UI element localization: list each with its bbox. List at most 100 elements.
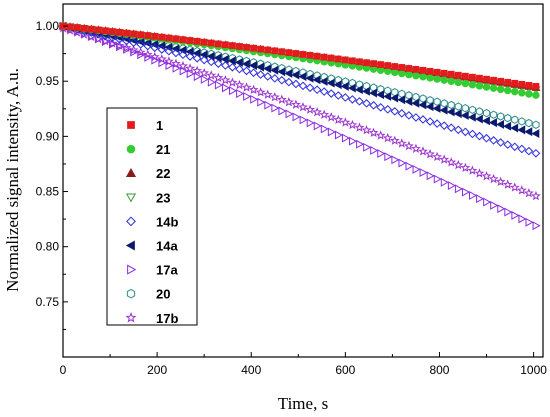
data-point [509,182,520,192]
data-point [298,81,308,91]
legend: 1 21 22 23 14b 14a 17a 20 17b [106,107,198,326]
data-point [250,94,259,104]
data-point [460,162,471,173]
data-point [334,55,342,63]
data-point [476,74,483,82]
x-tick-label: 400 [241,363,261,377]
data-point [525,217,534,227]
data-point [523,188,534,198]
data-point [510,142,520,152]
data-point [116,42,125,52]
data-point [496,119,505,129]
data-point [172,35,180,43]
legend-label-17a: 17a [156,263,178,278]
data-point [460,111,469,120]
data-point [518,80,526,88]
data-point [398,69,406,78]
data-point [214,40,222,48]
data-point [517,125,526,135]
data-point [489,110,498,119]
data-point [320,53,328,61]
data-point [404,97,413,106]
data-point [516,185,527,195]
data-point [326,112,337,122]
data-point [502,179,513,189]
data-point [454,184,463,194]
data-point [504,113,512,123]
data-point [426,171,435,181]
legend-label-17b: 17b [156,311,178,326]
data-point [262,89,273,99]
y-tick-label: 1.00 [36,19,60,33]
data-point [497,204,506,214]
data-point [531,129,540,138]
data-point [326,89,336,98]
data-point [497,77,505,85]
data-point [453,159,464,170]
data-point [277,75,287,85]
data-point [376,90,385,100]
data-point [461,127,470,137]
data-point [475,82,484,90]
data-point [278,48,286,56]
data-point [235,64,244,74]
data-point [185,52,195,61]
data-point [476,194,485,204]
data-point [236,89,245,99]
data-point [468,105,477,114]
data-point [391,68,399,77]
data-point [432,119,442,128]
y-tick-label: 0.95 [36,74,60,88]
data-point [454,78,463,87]
data-point [433,68,441,76]
data-point [369,101,378,110]
data-point [412,65,420,73]
data-point [306,51,314,59]
data-point [213,59,223,68]
data-point [398,64,406,71]
x-tick-label: 0 [60,363,67,377]
data-point [368,127,379,138]
data-point [446,157,457,167]
data-point [368,88,377,98]
data-point [496,138,505,147]
data-point [363,142,372,152]
data-point [481,171,492,181]
data-point [375,130,386,140]
data-point [312,107,323,117]
data-point [94,26,102,34]
data-point [264,46,272,54]
data-point [489,136,498,145]
data-point [511,115,519,124]
series-14b [58,21,541,158]
data-point [341,133,350,143]
data-point [439,105,448,115]
data-point [474,114,483,124]
data-point [532,120,540,129]
data-point [525,90,533,98]
data-point [263,72,273,81]
data-point [426,67,434,75]
data-point [440,69,448,77]
data-point [270,65,279,75]
data-point [270,74,280,83]
data-point [73,24,81,31]
data-point [299,51,307,58]
data-point [362,99,371,108]
data-point [256,62,265,72]
data-point [313,52,321,60]
data-point [334,130,343,140]
data-point [299,115,308,125]
legend-label-20: 20 [156,287,170,302]
data-point [213,72,224,83]
data-point [432,103,441,113]
data-point [200,74,209,84]
data-point [419,66,427,74]
data-point [165,61,174,71]
data-point [319,109,330,119]
data-point [361,125,372,135]
y-tick-label: 0.90 [36,129,60,143]
data-point [186,69,195,79]
data-point [248,61,257,70]
data-point [313,121,322,131]
